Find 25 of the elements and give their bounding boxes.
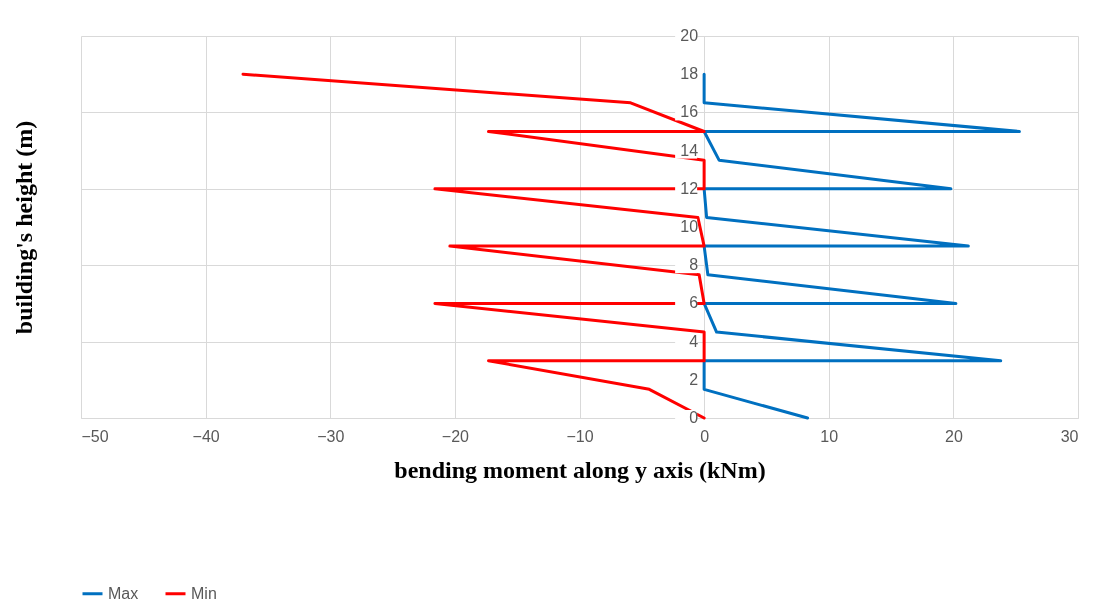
legend-label: Max [108,584,139,599]
line-series [702,72,1021,420]
y-tick-label: 4 [689,332,699,350]
x-tick-label: −10 [566,427,594,445]
y-tick-label: 20 [680,27,699,44]
y-axis-title: building's height (m) [10,120,37,335]
y-tick-label: 16 [680,103,699,121]
y-tick-label: 6 [689,294,699,312]
y-tick-label: 14 [680,141,699,159]
x-tick-label: −50 [81,427,109,445]
y-tick-label: 18 [680,65,699,83]
legend-label: Min [191,584,217,599]
y-tick-label: 8 [689,256,699,274]
x-tick-label: 20 [944,427,963,445]
x-tick-label: 0 [700,427,710,445]
y-tick-label: 10 [680,218,699,235]
x-tick-label: −20 [441,427,470,445]
y-tick-label: 0 [689,409,699,426]
x-tick-label: 10 [820,427,839,445]
x-tick-label: 30 [1060,427,1079,445]
y-tick-label: 12 [680,179,699,197]
x-tick-label: −30 [317,427,345,445]
y-tick-label: 2 [689,370,699,388]
x-tick-label: −40 [192,427,220,445]
x-axis-title: bending moment along y axis (kNm) [394,456,766,483]
